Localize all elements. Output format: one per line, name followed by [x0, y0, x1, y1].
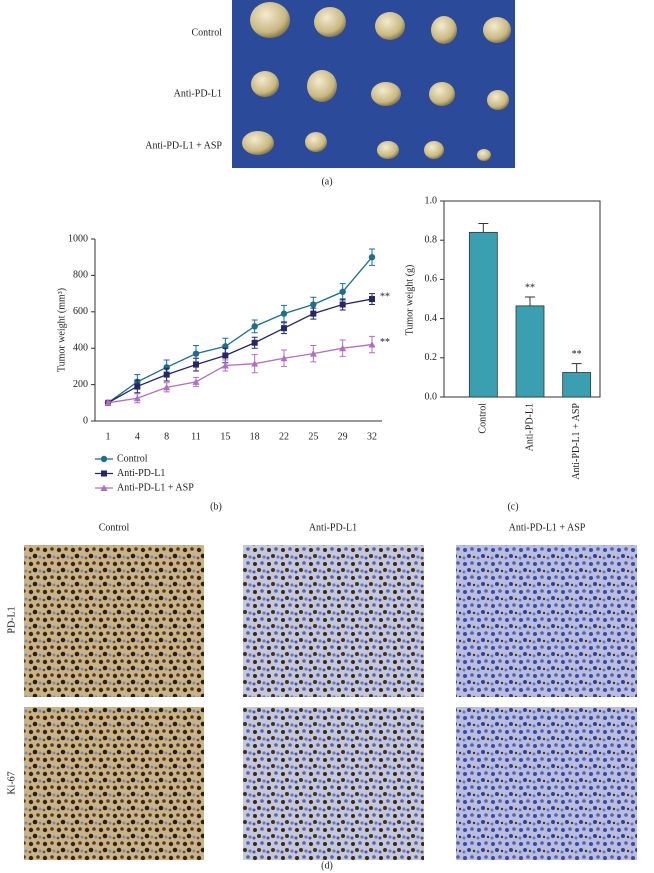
y-tick-label: 0.0 [425, 391, 438, 402]
x-tick-label: 22 [279, 431, 289, 442]
bar [562, 372, 592, 398]
bar [468, 231, 498, 398]
legend-label: Anti-PD-L1 + ASP [117, 482, 194, 493]
marker [369, 296, 375, 303]
ihc-image [456, 545, 637, 697]
row-header: Ki-67 [6, 771, 17, 794]
annotation: ** [572, 349, 582, 360]
marker [163, 364, 170, 371]
marker [310, 310, 317, 317]
marker [193, 361, 199, 368]
y-tick-label: 600 [73, 306, 88, 317]
x-tick-label: Anti-PD-L1 + ASP [571, 403, 582, 480]
marker [134, 383, 141, 390]
marker [163, 383, 171, 391]
legend-label: Anti-PD-L1 [117, 468, 165, 479]
marker [163, 371, 170, 378]
y-tick-label: 1.0 [425, 195, 438, 206]
panel-label: (a) [321, 176, 332, 187]
x-tick-label: 4 [135, 431, 140, 442]
x-tick-label: 32 [367, 431, 377, 442]
x-tick-label: 25 [308, 431, 318, 442]
marker [339, 301, 346, 308]
error-bar [571, 363, 582, 373]
marker [368, 341, 376, 348]
panel-label: (d) [321, 860, 333, 871]
legend-label: Control [117, 453, 148, 464]
y-tick-label: 0 [83, 415, 88, 426]
x-tick-label: 29 [338, 431, 348, 442]
marker [192, 378, 200, 385]
marker [101, 470, 107, 477]
photo-row-label: Anti-PD-L1 + ASP [145, 140, 222, 151]
marker [100, 455, 108, 463]
annotation: ** [380, 291, 390, 302]
marker [192, 350, 200, 357]
x-tick-label: 11 [191, 431, 201, 442]
y-tick-label: 0.8 [425, 234, 438, 245]
column-header: Anti-PD-L1 [309, 522, 357, 533]
row-header: PD-L1 [6, 606, 17, 633]
marker [221, 361, 229, 369]
error-bar [478, 223, 489, 233]
marker [104, 399, 112, 406]
marker [339, 288, 346, 295]
marker [280, 354, 288, 362]
marker [339, 344, 347, 352]
annotation: ** [525, 282, 535, 293]
panel-label: (c) [507, 501, 518, 512]
x-tick-label: 8 [164, 431, 169, 442]
y-tick-label: 0.4 [425, 313, 438, 324]
y-tick-label: 1000 [68, 233, 88, 244]
marker [251, 360, 259, 367]
x-tick-label: Control [478, 403, 489, 434]
marker [251, 339, 258, 346]
marker [133, 394, 141, 402]
marker [251, 323, 258, 330]
bar [515, 305, 545, 398]
marker [280, 310, 288, 317]
ihc-image [24, 707, 204, 860]
photo-row-label: Control [191, 27, 222, 38]
y-tick-label: 200 [73, 379, 88, 390]
column-header: Anti-PD-L1 + ASP [509, 522, 586, 533]
line [107, 298, 373, 404]
marker [100, 484, 108, 491]
tumor-photo [232, 0, 515, 168]
y-tick-label: 0.2 [425, 352, 438, 363]
ihc-image [456, 707, 637, 860]
y-axis-label: Tumor weight (mm³) [56, 288, 67, 372]
ihc-image [24, 545, 204, 697]
ihc-image [243, 707, 424, 860]
marker [222, 352, 229, 359]
y-tick-label: 800 [73, 270, 88, 281]
error-bar [525, 296, 535, 306]
line [107, 343, 373, 404]
x-tick-label: 1 [106, 431, 111, 442]
x-tick-label: Anti-PD-L1 [524, 403, 535, 451]
y-axis-label: Tumor weight (g) [404, 265, 415, 336]
annotation: ** [380, 337, 390, 348]
column-header: Control [99, 522, 130, 533]
ihc-image [243, 545, 424, 697]
marker [368, 254, 376, 261]
line [107, 256, 373, 404]
x-tick-label: 15 [220, 431, 230, 442]
marker [309, 350, 317, 357]
panel-label: (b) [210, 501, 222, 512]
marker [310, 301, 317, 308]
marker [281, 325, 287, 332]
y-tick-label: 0.6 [425, 274, 438, 285]
y-tick-label: 400 [73, 342, 88, 353]
photo-row-label: Anti-PD-L1 [174, 88, 222, 99]
x-tick-label: 18 [250, 431, 260, 442]
